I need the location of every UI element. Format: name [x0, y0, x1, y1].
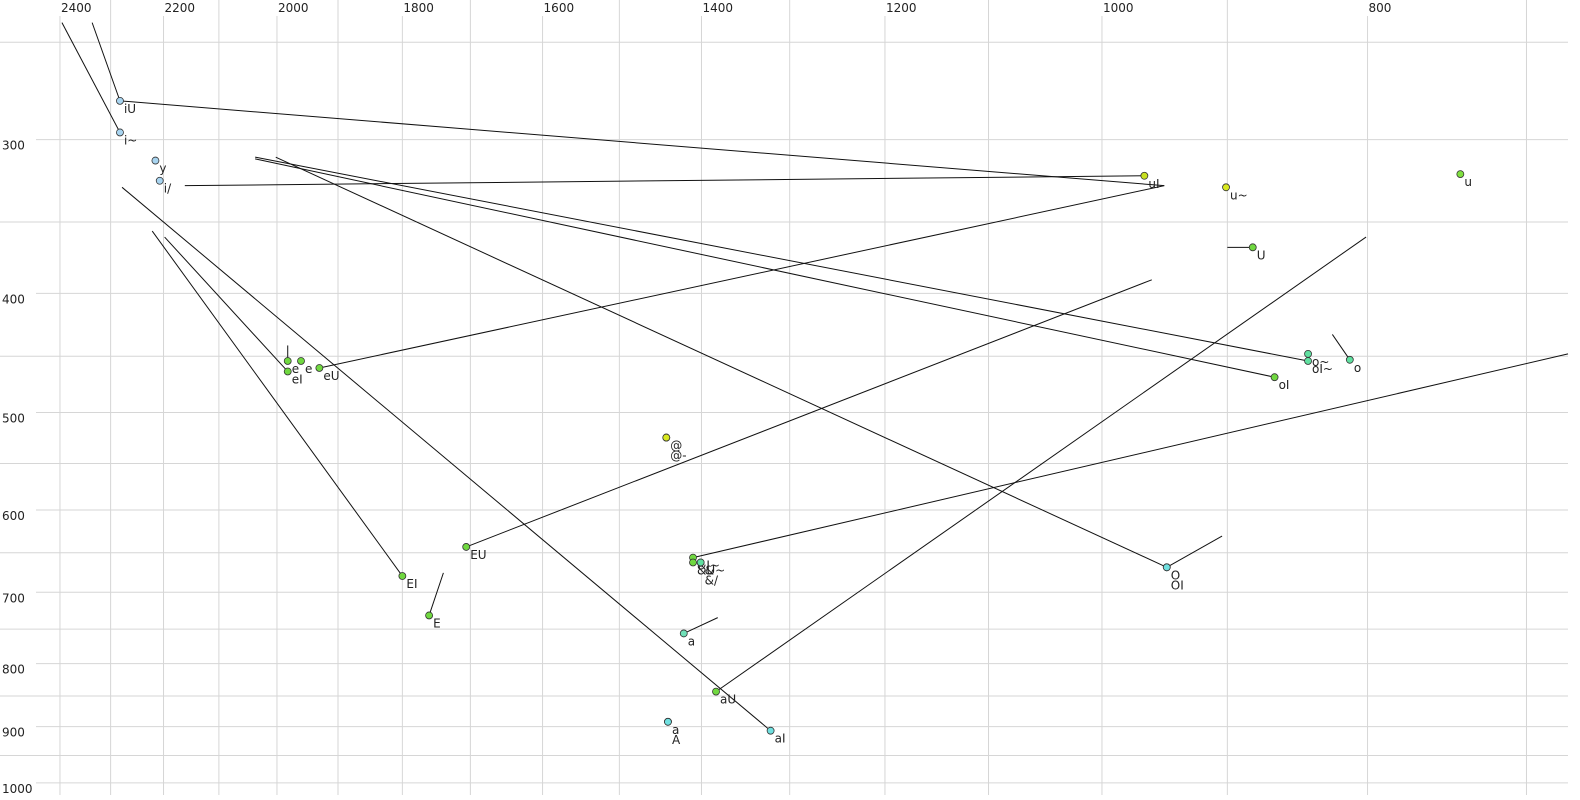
vowel-label: a: [688, 634, 695, 648]
trajectory: [428, 572, 444, 616]
vowel-point: [315, 364, 324, 372]
vowel-point: [151, 156, 160, 165]
vowel-point: [1456, 170, 1465, 179]
vowel-point: [1140, 171, 1149, 180]
vowel-point: [712, 687, 720, 696]
trajectory: [715, 236, 1367, 693]
vowel-point: [1304, 349, 1312, 358]
vowel-label: A: [672, 733, 681, 747]
y-tick-label: 300: [2, 139, 25, 153]
vowel-point: [1345, 355, 1354, 364]
vowel-point: [679, 629, 688, 638]
vowel-label: O: [1171, 568, 1180, 582]
vowel-label: u: [1464, 175, 1472, 189]
x-tick-label: 2000: [278, 1, 309, 15]
trajectory: [61, 22, 121, 133]
trajectory: [255, 156, 1309, 362]
vowel-point: [425, 611, 434, 620]
vowel-label: y: [159, 162, 166, 176]
vowel-label: e: [292, 362, 299, 376]
vowel-point: [1248, 243, 1257, 252]
trajectory: [466, 279, 1152, 548]
x-tick-label: 2200: [165, 1, 196, 15]
y-tick-label: 800: [2, 663, 25, 677]
y-tick-label: 700: [2, 591, 25, 605]
vowel-label: OI: [1171, 578, 1184, 592]
vowel-label: i/: [164, 182, 172, 196]
trajectory: [1331, 334, 1351, 361]
vowel-label: &: [705, 563, 714, 577]
x-tick-label: 1000: [1103, 1, 1134, 15]
y-tick-label: 900: [2, 726, 25, 740]
vowel-label: eU: [323, 369, 339, 383]
x-tick-label: 2400: [61, 1, 92, 15]
vowel-label: aI: [775, 732, 786, 746]
vowel-point: [662, 433, 671, 442]
vowel-label: U: [1257, 248, 1266, 262]
vowel-label: oI~: [1312, 362, 1333, 376]
vowel-point: [297, 357, 305, 365]
vowel-label: a: [672, 723, 679, 737]
x-tick-label: 1200: [886, 1, 917, 15]
x-tick-label: 800: [1369, 1, 1392, 15]
trajectory: [91, 22, 121, 102]
vowel-label: @: [670, 439, 682, 453]
trajectory: [683, 617, 718, 634]
vowel-point: [689, 558, 697, 567]
y-tick-label: 500: [2, 412, 25, 426]
trajectory: [255, 158, 1275, 378]
vowel-point: [116, 128, 124, 137]
trajectory: [275, 156, 1167, 568]
vowel-point: [155, 176, 164, 185]
vowel-point: [766, 726, 775, 735]
vowel-label: i~: [124, 133, 137, 147]
y-tick-label: 400: [2, 292, 25, 306]
trajectory: [164, 236, 289, 372]
vowel-point: [664, 717, 672, 726]
vowel-point: [462, 543, 471, 551]
vowel-label: e: [305, 362, 312, 376]
trajectory: [184, 175, 1145, 187]
trajectory: [319, 185, 1165, 369]
vowel-point: [1270, 373, 1279, 382]
vowel-point: [1222, 183, 1230, 192]
vowel-label: E: [433, 616, 441, 630]
vowel-label: uI: [1148, 177, 1159, 191]
vowel-label: aU: [720, 693, 736, 707]
y-tick-label: 1000: [2, 782, 33, 796]
vowel-label: &/: [705, 573, 719, 587]
y-tick-label: 600: [2, 509, 25, 523]
trajectory: [151, 230, 403, 577]
vowel-label: o: [1354, 361, 1361, 375]
x-tick-label: 1800: [403, 1, 434, 15]
vowel-point: [283, 357, 292, 365]
vowel-point: [398, 572, 407, 580]
vowel-label: EU: [470, 548, 486, 562]
vowel-label: eI: [292, 372, 303, 386]
vowel-point: [696, 558, 705, 567]
vowel-label: u~: [1230, 188, 1248, 202]
vowel-label: &U~: [697, 563, 725, 577]
vowel-label: iU: [124, 102, 136, 116]
trajectory: [1166, 535, 1223, 568]
vowel-label: @-: [670, 449, 686, 463]
vowel-label: EI: [406, 577, 417, 591]
vowel-label: oI: [1279, 378, 1290, 392]
vowel-label: o~: [1312, 355, 1329, 369]
vowel-point: [283, 367, 292, 376]
trajectory: [119, 100, 1165, 187]
trajectory: [692, 353, 1569, 559]
x-tick-label: 1400: [702, 1, 733, 15]
vowel-point: [1162, 563, 1171, 572]
trajectory: [121, 186, 771, 732]
vowel-point: [1304, 357, 1312, 365]
vowel-point: [116, 96, 124, 105]
x-tick-label: 1600: [544, 1, 575, 15]
